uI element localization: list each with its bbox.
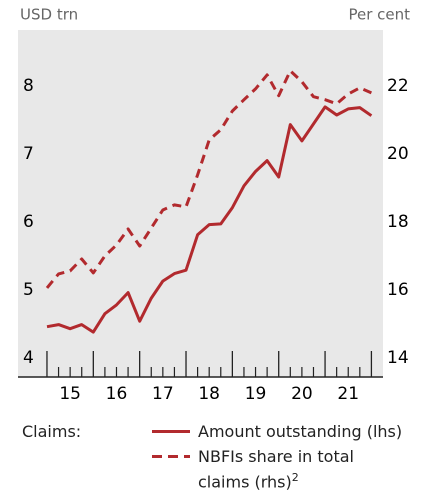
y2-tick-label: 18	[387, 212, 409, 232]
series-line	[46, 105, 373, 334]
y2-tick-label: 14	[387, 348, 409, 368]
plot-area	[18, 30, 383, 377]
x-tick-label: 19	[245, 384, 267, 400]
x-tick-label: 20	[291, 384, 313, 400]
y-tick-label: 8	[23, 76, 34, 96]
y-tick-label: 7	[23, 144, 34, 164]
chart: USD trn Per cent 4 5 6 7 8 14 16 18 20 22 15 16 17 18…	[18, 6, 410, 400]
legend-label: Amount outstanding (lhs)	[198, 421, 402, 442]
y-axis-label: USD trn	[20, 6, 78, 24]
series-line	[45, 69, 373, 289]
y-tick-label: 4	[23, 348, 34, 368]
y-tick-label: 5	[23, 280, 34, 300]
x-tick-label: 17	[152, 384, 174, 400]
y2-tick-label: 22	[387, 76, 409, 96]
legend-label: NBFIs share in total claims (rhs)2	[198, 446, 388, 492]
y-tick-label: 6	[23, 212, 34, 232]
legend-text: NBFIs share in total claims (rhs)	[198, 447, 354, 492]
legend-swatch	[152, 455, 190, 458]
legend-swatch	[152, 430, 190, 433]
footnote-ref: 2	[291, 471, 299, 484]
y2-tick-label: 16	[387, 280, 409, 300]
y2-tick-label: 20	[387, 144, 409, 164]
x-tick-label: 21	[337, 384, 359, 400]
x-tick-label: 15	[59, 384, 81, 400]
legend-item: Amount outstanding (lhs)	[152, 421, 402, 442]
x-tick-label: 18	[198, 384, 220, 400]
legend-title: Claims:	[22, 422, 82, 441]
legend-text: Amount outstanding (lhs)	[198, 422, 403, 441]
legend-item: NBFIs share in total claims (rhs)2	[152, 446, 388, 492]
x-tick-label: 16	[106, 384, 128, 400]
y2-axis-label: Per cent	[348, 6, 410, 24]
